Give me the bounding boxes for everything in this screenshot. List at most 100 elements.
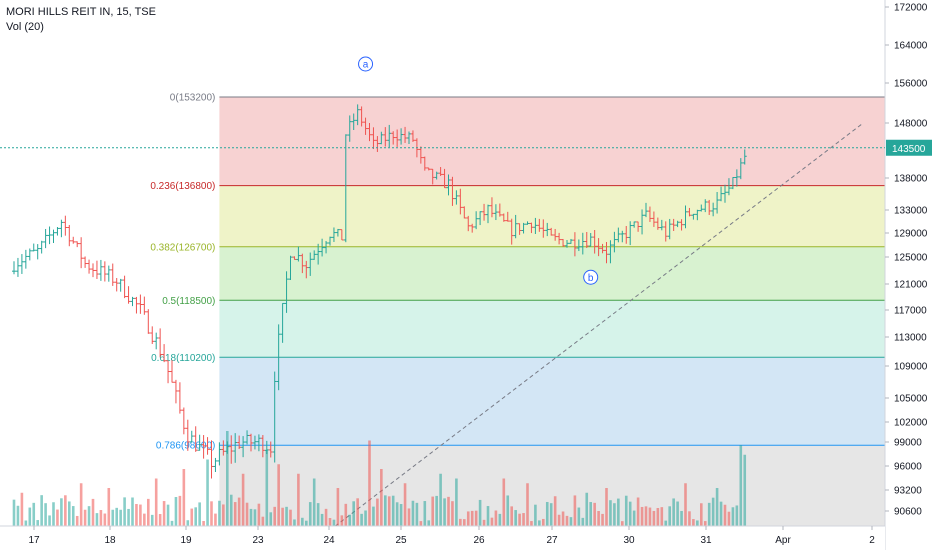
price-bar [588, 233, 593, 247]
volume-indicator-label: Vol (20) [6, 21, 44, 33]
price-axis-label: 125000 [894, 253, 928, 264]
volume-bar [103, 513, 107, 526]
price-bar [146, 309, 151, 334]
volume-bar [186, 520, 190, 526]
price-axis-label: 117000 [894, 306, 927, 317]
price-axis-label: 148000 [894, 119, 928, 130]
volume-bar [32, 502, 36, 526]
volume-bar [166, 504, 170, 526]
price-bar [636, 221, 641, 232]
price-axis-bg [885, 0, 932, 550]
price-bar [410, 130, 415, 142]
volume-bar [411, 500, 415, 526]
volume-bar [470, 510, 474, 526]
price-bar [276, 324, 281, 391]
price-bar [312, 250, 317, 260]
volume-bar [352, 501, 355, 526]
price-bar [122, 275, 127, 299]
volume-bar [265, 450, 269, 526]
volume-bar [71, 506, 75, 526]
price-bar [691, 213, 696, 220]
price-bar [734, 169, 739, 187]
price-bar [158, 328, 163, 358]
price-bar [304, 260, 309, 279]
volume-bar [597, 510, 600, 526]
price-bar [628, 221, 633, 246]
volume-bar [387, 496, 391, 526]
volume-bar [743, 454, 747, 526]
price-bar [256, 434, 261, 452]
price-bar [193, 426, 198, 452]
wave-label-circle [358, 56, 374, 72]
volume-bar [285, 506, 288, 526]
volume-bar [237, 497, 241, 526]
price-bar [505, 211, 510, 222]
volume-bar [474, 510, 478, 526]
volume-bar [277, 464, 280, 526]
volume-bar [478, 499, 482, 526]
price-bar [177, 382, 182, 414]
volume-bar [707, 502, 711, 526]
price-axis-label: 96000 [894, 462, 922, 473]
volume-bar [739, 445, 743, 526]
price-axis-label: 90600 [894, 507, 922, 518]
price-bar [150, 326, 155, 345]
price-bar [67, 224, 72, 247]
volume-bar [380, 469, 383, 526]
price-bar [616, 227, 621, 243]
volume-bar [688, 511, 691, 526]
fib-zone [219, 357, 885, 446]
price-bar [71, 236, 76, 244]
volume-bar [455, 478, 458, 526]
volume-bar [573, 495, 577, 526]
volume-bar [447, 496, 450, 526]
volume-bar [376, 498, 379, 526]
price-bar [703, 199, 708, 213]
price-bar [268, 441, 273, 458]
volume-bar [577, 507, 581, 526]
price-bar [711, 202, 716, 217]
time-axis-label: 30 [623, 535, 635, 546]
price-bar [541, 219, 546, 238]
time-axis-label: 25 [395, 535, 407, 546]
price-bar [466, 215, 471, 232]
fib-level-label: 0(153200) [170, 93, 216, 104]
volume-bar [502, 478, 506, 526]
fib-level-label: 0.236(136800) [150, 181, 215, 192]
volume-bar [281, 507, 284, 526]
price-bar [181, 407, 186, 435]
time-axis-bg [0, 526, 885, 550]
time-axis-label: 27 [546, 535, 558, 546]
volume-bar [198, 502, 201, 526]
volume-bar [12, 499, 16, 526]
volume-bar [494, 510, 498, 526]
price-bar [166, 360, 171, 384]
volume-bar [273, 506, 276, 526]
volume-bar [147, 498, 150, 526]
price-bar [94, 260, 99, 279]
volume-bar [87, 506, 91, 526]
volume-bar [443, 498, 446, 526]
volume-bar [150, 514, 154, 526]
price-bar [655, 217, 660, 230]
price-bar [501, 213, 506, 222]
time-axis-label: 24 [323, 535, 335, 546]
price-bar [138, 294, 143, 314]
volume-bar [648, 507, 652, 526]
volume-bar [245, 502, 249, 526]
price-bar [252, 435, 257, 450]
volume-bar [135, 503, 138, 526]
wave-label-circle [583, 269, 599, 285]
price-bar [35, 244, 40, 260]
volume-bar [676, 501, 679, 526]
volume-bar [253, 509, 257, 526]
volume-bar [435, 495, 438, 526]
price-axis-label: 99000 [894, 438, 922, 449]
price-bar [715, 191, 720, 214]
volume-bar [210, 501, 213, 526]
time-axis-label: 2 [869, 535, 875, 546]
volume-bar [522, 513, 525, 526]
price-bar [707, 199, 712, 215]
